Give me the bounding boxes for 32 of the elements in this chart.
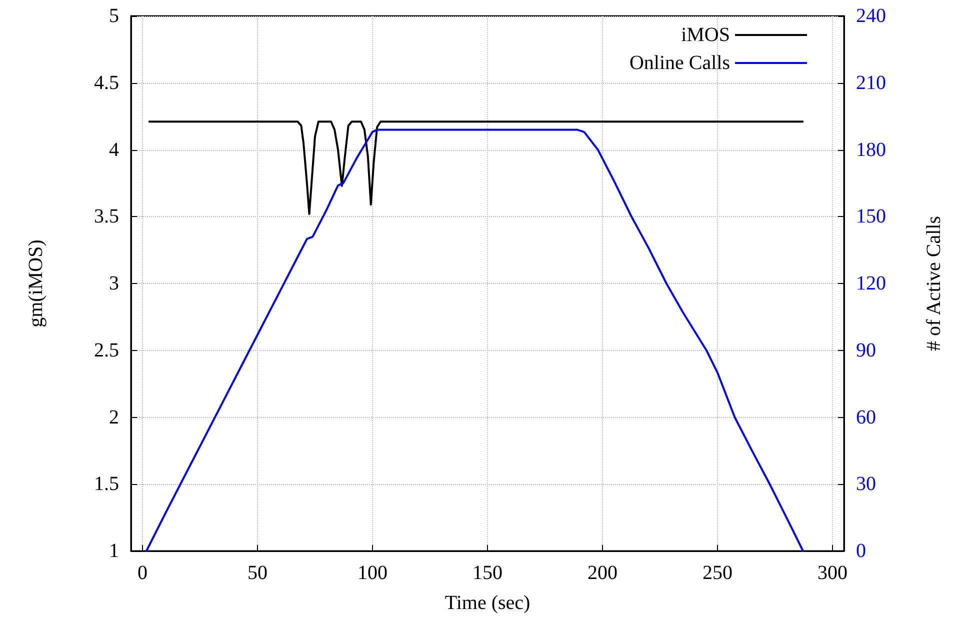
- y2-tick-label: 210: [856, 72, 886, 94]
- legend-label: Online Calls: [629, 52, 730, 74]
- y2-tick-label: 180: [856, 138, 886, 161]
- y2-tick-label: 30: [856, 473, 876, 496]
- x-tick-label: 0: [138, 562, 148, 584]
- y2-tick-label: 0: [856, 540, 866, 562]
- x-tick-label: 50: [248, 562, 268, 584]
- y2-tick-label: 60: [856, 406, 876, 428]
- x-tick-label: 250: [702, 562, 732, 584]
- legend-label: iMOS: [681, 24, 730, 46]
- y2-tick-label: 90: [856, 339, 876, 362]
- y2-axis-title: # of Active Calls: [923, 216, 945, 351]
- x-tick-label: 200: [588, 562, 618, 584]
- y2-tick-label: 120: [856, 272, 886, 294]
- y-tick-label: 2.5: [94, 339, 119, 362]
- y-tick-label: 3.5: [94, 206, 119, 228]
- y2-tick-label: 240: [856, 5, 886, 27]
- x-tick-label: 150: [472, 562, 502, 584]
- y2-tick-label: 150: [856, 206, 886, 228]
- y-tick-label: 1.5: [94, 473, 119, 496]
- x-tick-label: 100: [358, 562, 388, 584]
- line-series: [145, 128, 804, 552]
- y-tick-label: 3: [109, 272, 119, 294]
- y-axis-title: gm(iMOS): [25, 240, 47, 328]
- y-tick-label: 4.5: [94, 72, 119, 94]
- y-tick-label: 1: [109, 540, 119, 562]
- x-tick-label: 300: [818, 562, 848, 584]
- x-axis-title: Time (sec): [444, 592, 530, 614]
- y-tick-label: 2: [109, 406, 119, 428]
- y-tick-label: 5: [109, 5, 119, 27]
- line-series: [148, 120, 804, 215]
- y-tick-label: 4: [109, 138, 119, 161]
